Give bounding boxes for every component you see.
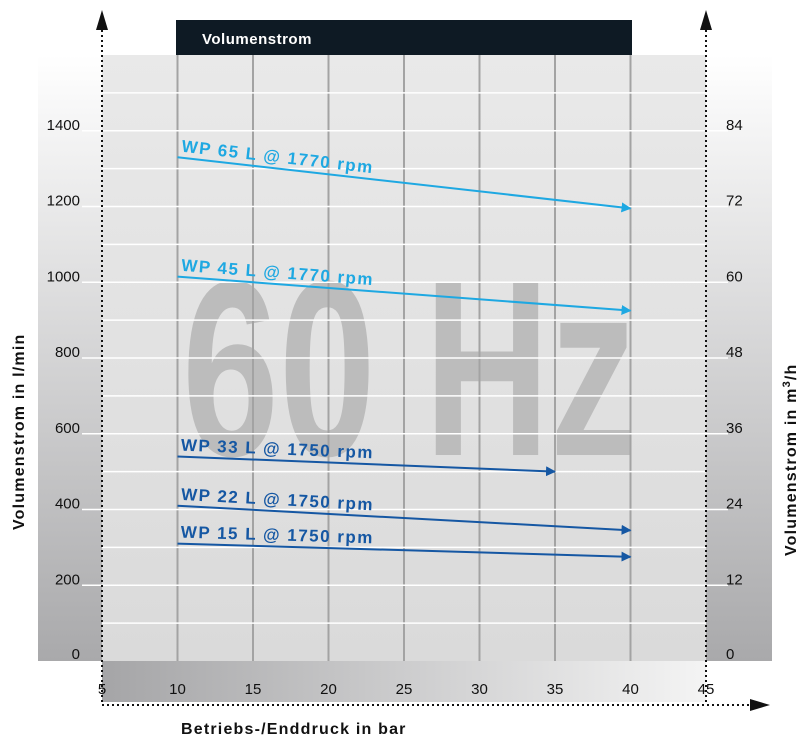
x-tick-7: 40 [622,681,639,698]
y-tick-left-0: 0 [72,646,80,663]
y-tick-left-5: 1000 [47,268,80,285]
series-line-3 [177,504,632,535]
y-axis-title-right-suffix: /h [783,363,800,380]
series-line-1 [177,275,632,315]
series-line-4 [177,542,632,562]
watermark-text: 60 Hz [182,229,637,508]
series-line-0 [177,156,632,213]
y-tick-right-4: 48 [726,344,743,361]
y-tick-left-6: 1200 [47,193,80,210]
y-tick-right-1: 12 [726,571,743,588]
y-axis-title-right-prefix: Volumenstrom in m [783,387,800,556]
grid [102,55,706,661]
x-axis-arrowhead [750,699,770,711]
y-tick-right-6: 72 [726,193,743,210]
x-tick-band [102,661,706,702]
x-tick-6: 35 [547,681,564,698]
y-tick-left-3: 600 [55,420,80,437]
y-tick-right-0: 0 [726,646,734,663]
axes [101,26,752,706]
left-axis-arrowhead [96,10,108,30]
y-tick-right-3: 36 [726,420,743,437]
y-tick-right-2: 24 [726,496,743,513]
x-axis-title: Betriebs-/Enddruck in bar [181,721,407,737]
series-line-2 [177,455,556,477]
right-axis-arrowhead [700,10,712,30]
chart-title: Volumenstrom [202,31,312,48]
x-tick-2: 15 [245,681,262,698]
title-bar [176,20,632,55]
y-axis-title-right-sup: 3 [781,380,793,387]
y-tick-left-1: 200 [55,571,80,588]
x-tick-1: 10 [169,681,186,698]
y-axis-title-right: Volumenstrom in m3/h [781,363,800,556]
y-axis-title-left: Volumenstrom in l/min [11,334,28,530]
x-tick-8: 45 [698,681,715,698]
y-tick-left-7: 1400 [47,117,80,134]
tick-labels: 0 200 400 600 800 1000 1200 1400 0 12 24 36 48 60 72 84… [47,117,743,698]
x-tick-4: 25 [396,681,413,698]
y-tick-left-2: 400 [55,496,80,513]
x-tick-0: 5 [98,681,106,698]
x-tick-3: 20 [320,681,337,698]
y-tick-right-7: 84 [726,117,743,134]
y-tick-left-4: 800 [55,344,80,361]
y-tick-right-5: 60 [726,268,743,285]
x-tick-5: 30 [471,681,488,698]
